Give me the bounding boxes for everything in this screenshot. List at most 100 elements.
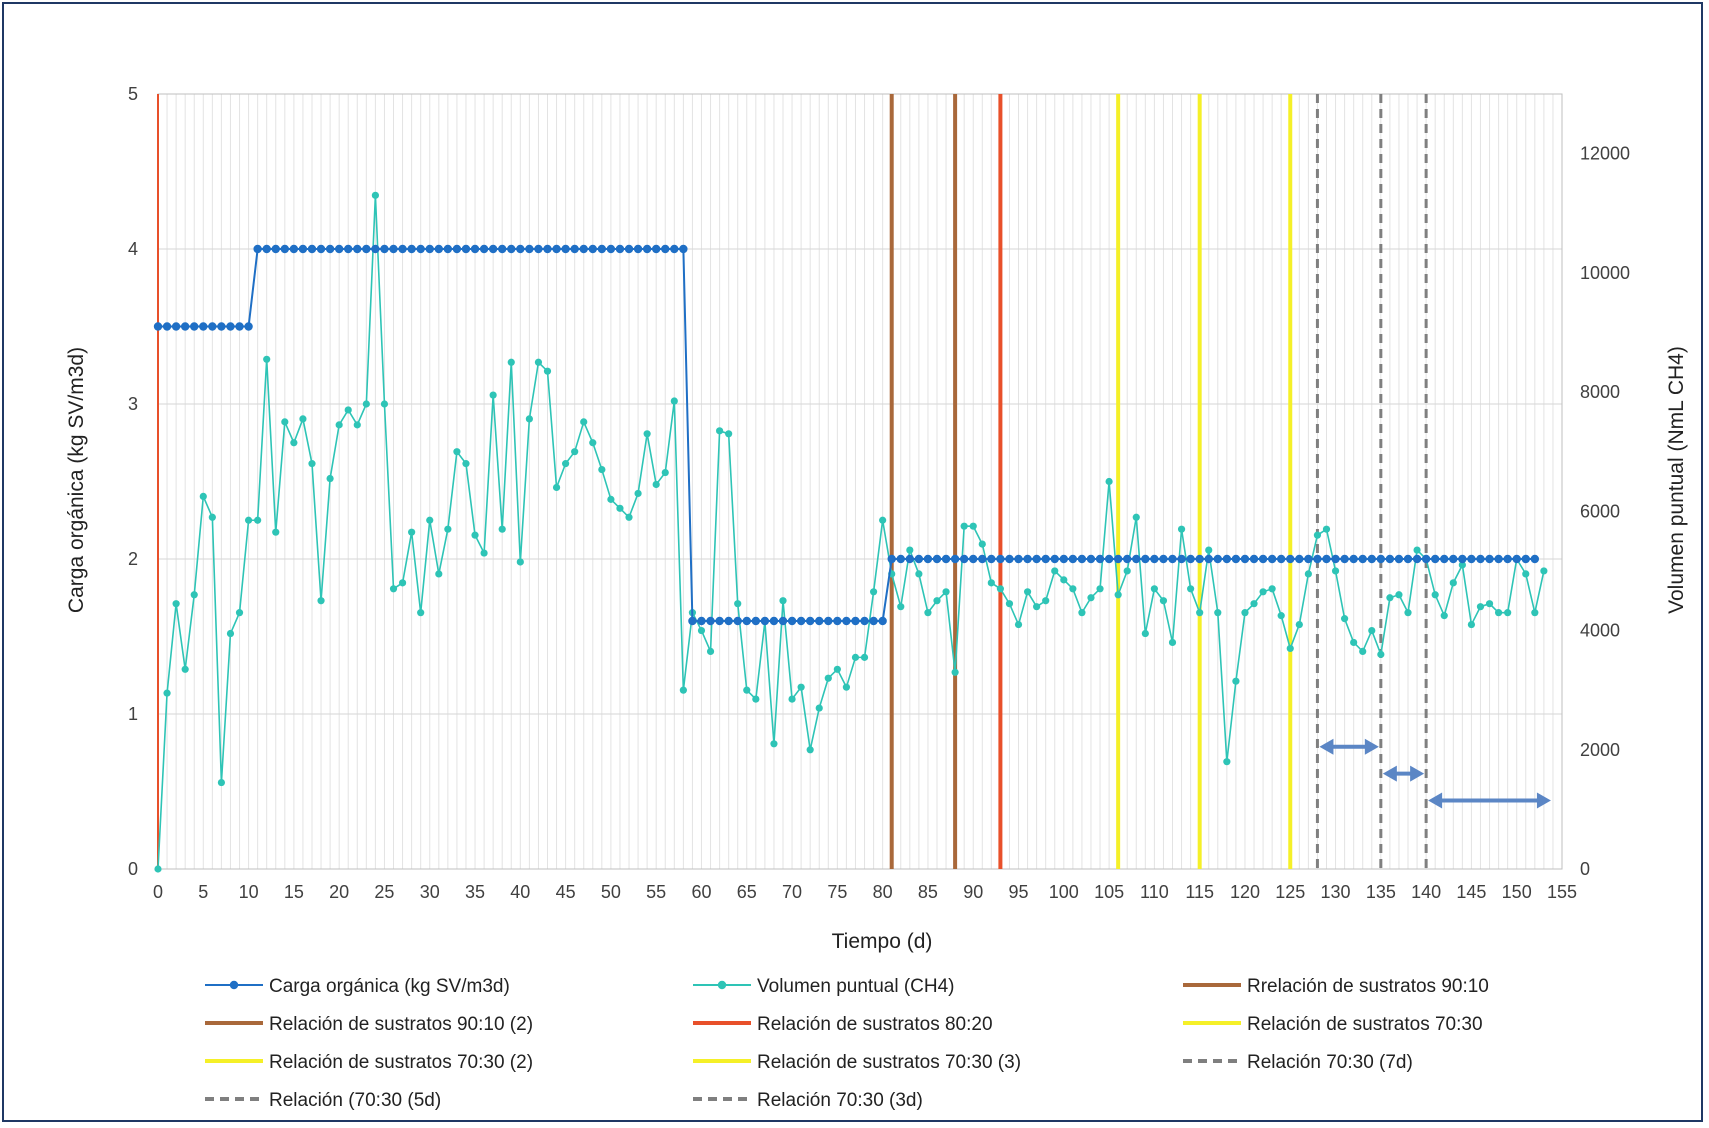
point-carga [1041, 554, 1050, 564]
x-tick-label: 65 [737, 882, 757, 902]
point-volumen [1078, 609, 1086, 617]
point-volumen [1322, 525, 1331, 533]
point-carga [579, 244, 588, 254]
point-volumen [1232, 677, 1240, 685]
point-carga [878, 616, 887, 626]
point-volumen [217, 778, 226, 787]
point-volumen [371, 191, 379, 199]
point-volumen [969, 522, 977, 530]
x-tick-label: 145 [1456, 882, 1486, 902]
point-carga [162, 322, 172, 331]
point-carga [190, 322, 199, 331]
point-carga [1349, 554, 1358, 564]
arrows [1319, 738, 1551, 809]
point-volumen [1440, 612, 1448, 620]
point-volumen [1485, 600, 1494, 608]
legend-label: Relación de sustratos 70:30 (2) [269, 1052, 533, 1073]
point-volumen [942, 588, 950, 596]
point-volumen [199, 492, 207, 501]
point-volumen [752, 695, 760, 703]
series-line-carga [158, 248, 1535, 622]
point-volumen [815, 704, 823, 712]
point-carga [570, 244, 579, 254]
point-carga [642, 244, 652, 254]
point-volumen [1386, 594, 1394, 602]
point-volumen [725, 430, 733, 438]
point-volumen [1540, 567, 1548, 575]
point-carga [353, 244, 362, 254]
y-tick-label: 1 [128, 704, 138, 724]
point-carga [1503, 554, 1512, 564]
point-volumen [1250, 600, 1258, 608]
x-tick-label: 85 [918, 882, 938, 902]
point-carga [1331, 554, 1340, 564]
point-volumen [453, 448, 461, 456]
y-axis-title: Carga orgánica (kg SV/m3d) [65, 347, 88, 613]
point-carga [1286, 554, 1295, 564]
point-volumen [670, 397, 678, 405]
point-volumen [1304, 570, 1312, 578]
point-carga [851, 616, 860, 626]
point-volumen [516, 558, 524, 566]
point-carga [407, 244, 416, 254]
point-volumen [1060, 576, 1068, 584]
point-carga [941, 554, 951, 564]
point-carga [325, 244, 335, 254]
point-carga [552, 244, 561, 254]
point-carga [905, 554, 915, 564]
y2-tick-label: 10000 [1580, 263, 1630, 283]
point-carga [1494, 554, 1503, 564]
point-volumen [1168, 638, 1177, 647]
point-carga [470, 244, 480, 254]
point-volumen [906, 546, 914, 554]
point-volumen [1295, 620, 1303, 629]
point-carga [1141, 554, 1150, 564]
x-tick-label: 55 [646, 882, 666, 902]
point-volumen [625, 513, 633, 521]
point-carga [1367, 554, 1376, 564]
point-carga [624, 244, 634, 254]
point-volumen [824, 674, 832, 682]
y2-tick-label: 6000 [1580, 501, 1620, 521]
point-volumen [462, 460, 470, 468]
x-tick-label: 125 [1275, 882, 1305, 902]
point-carga [452, 244, 462, 254]
point-volumen [489, 391, 497, 399]
point-carga [244, 322, 253, 331]
point-carga [978, 554, 987, 564]
point-carga [1222, 554, 1232, 564]
point-volumen [534, 358, 543, 366]
point-volumen [1350, 638, 1358, 647]
y2-tick-label: 12000 [1580, 144, 1630, 164]
point-carga [1440, 554, 1449, 564]
point-volumen [1404, 609, 1412, 617]
point-volumen [480, 549, 488, 557]
point-carga [1249, 554, 1259, 564]
point-volumen [743, 686, 751, 694]
point-volumen [879, 516, 887, 524]
arrow-head-left [1382, 765, 1397, 782]
point-carga [833, 616, 842, 626]
point-volumen [408, 528, 416, 536]
point-volumen [163, 689, 171, 697]
point-volumen [1395, 591, 1403, 599]
legend-label: Relación (70:30 (5d) [269, 1090, 441, 1111]
point-volumen [643, 430, 651, 438]
point-carga [199, 322, 208, 331]
point-volumen [272, 528, 280, 536]
y2-tick-label: 0 [1580, 859, 1590, 879]
point-volumen [254, 516, 262, 524]
point-carga [959, 554, 969, 564]
point-carga [1458, 554, 1467, 564]
y-tick-label: 2 [128, 549, 138, 569]
point-carga [1521, 554, 1530, 564]
point-volumen [543, 367, 552, 375]
point-carga [796, 616, 806, 626]
point-carga [1159, 554, 1168, 564]
point-carga [787, 616, 797, 626]
point-carga [1304, 554, 1313, 564]
point-volumen [317, 597, 325, 605]
point-volumen [154, 865, 162, 873]
point-carga [969, 554, 978, 564]
point-carga [1313, 554, 1322, 564]
